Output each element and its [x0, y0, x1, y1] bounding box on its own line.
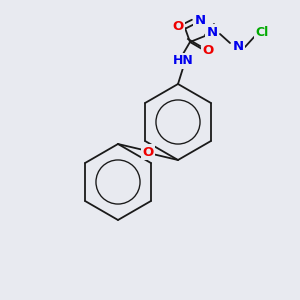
Text: O: O	[172, 20, 184, 32]
Text: N: N	[232, 40, 244, 53]
Text: O: O	[202, 44, 214, 58]
Text: O: O	[142, 146, 154, 158]
Text: HN: HN	[172, 55, 194, 68]
Text: Cl: Cl	[255, 26, 268, 38]
Text: N: N	[206, 26, 218, 38]
Text: N: N	[194, 14, 206, 26]
